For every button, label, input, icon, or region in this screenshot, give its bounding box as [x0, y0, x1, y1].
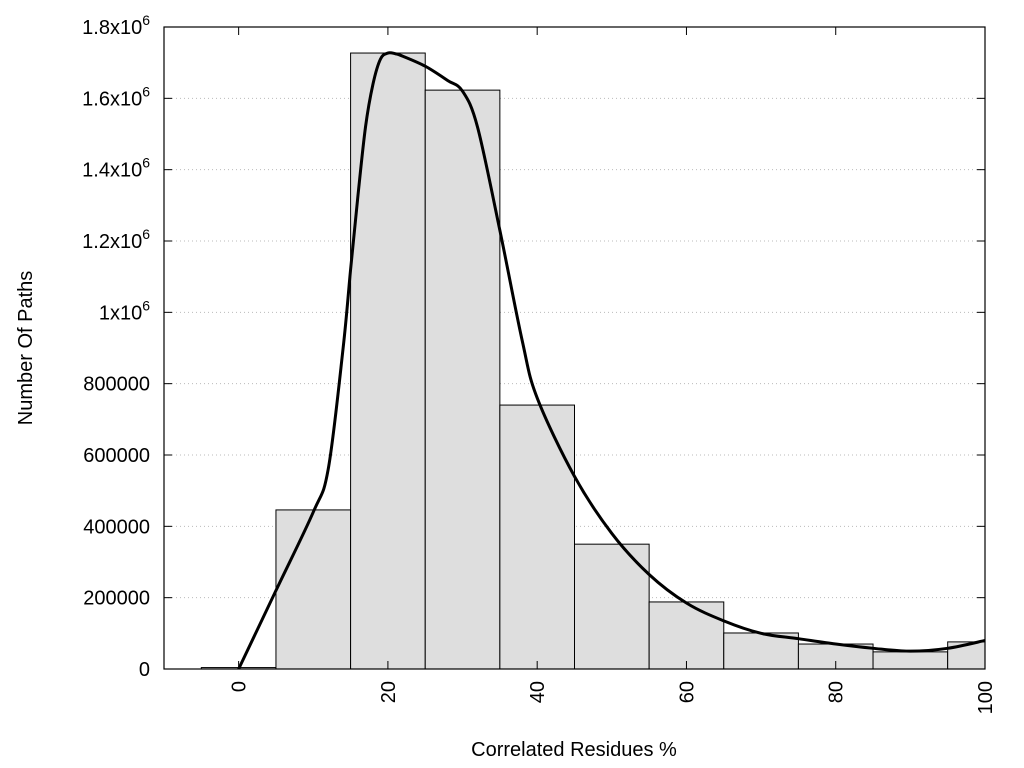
- y-tick-exponent: 6: [142, 226, 150, 242]
- x-tick-label: 20: [378, 681, 400, 703]
- y-tick-label: 800000: [83, 374, 150, 396]
- x-tick-label: 60: [676, 681, 698, 703]
- bar: [723, 632, 799, 670]
- y-tick-label: 1.8x106: [82, 12, 150, 39]
- y-tick-base: 0: [139, 659, 150, 681]
- bar: [574, 543, 650, 670]
- y-tick-base: 400000: [83, 516, 150, 538]
- y-tick-exponent: 6: [142, 155, 150, 171]
- y-tick-base: 800000: [83, 374, 150, 396]
- y-tick-label: 600000: [83, 445, 150, 467]
- y-tick-label: 1.2x106: [82, 226, 150, 253]
- y-tick-base: 200000: [83, 588, 150, 610]
- bar: [872, 651, 949, 670]
- bar: [499, 404, 576, 670]
- x-tick-label: 100: [975, 681, 997, 714]
- x-tick-label: 80: [826, 681, 848, 703]
- y-tick-base: 1.4x10: [82, 160, 142, 182]
- y-tick-base: 600000: [83, 445, 150, 467]
- bar: [424, 89, 501, 670]
- y-ticks: 02000004000006000008000001x1061.2x1061.4…: [82, 12, 985, 681]
- y-tick-base: 1.6x10: [82, 88, 142, 110]
- plot-frame: [163, 26, 986, 670]
- fit-curve-line: [237, 51, 986, 670]
- y-tick-base: 1x10: [99, 302, 142, 324]
- y-tick-exponent: 6: [142, 297, 150, 313]
- x-axis-label: Correlated Residues %: [471, 739, 677, 761]
- x-ticks: 0 20 40 60 80 100: [229, 27, 997, 714]
- x-tick-label: 40: [527, 681, 549, 703]
- x-tick-label: 0: [229, 681, 251, 692]
- fit-curve: [237, 51, 986, 670]
- y-tick-base: 1.2x10: [82, 231, 142, 253]
- y-tick-exponent: 6: [142, 83, 150, 99]
- y-tick-label: 1.6x106: [82, 83, 150, 110]
- y-tick-label: 1x106: [99, 297, 150, 324]
- y-tick-base: 1.8x10: [82, 17, 142, 39]
- y-tick-label: 200000: [83, 588, 150, 610]
- y-tick-exponent: 6: [142, 12, 150, 28]
- bar: [648, 601, 725, 670]
- y-tick-label: 0: [139, 659, 150, 681]
- y-axis-label: Number Of Paths: [15, 271, 37, 426]
- y-tick-label: 1.4x106: [82, 155, 150, 182]
- bar: [275, 509, 352, 670]
- bars: [200, 52, 986, 670]
- y-tick-label: 400000: [83, 516, 150, 538]
